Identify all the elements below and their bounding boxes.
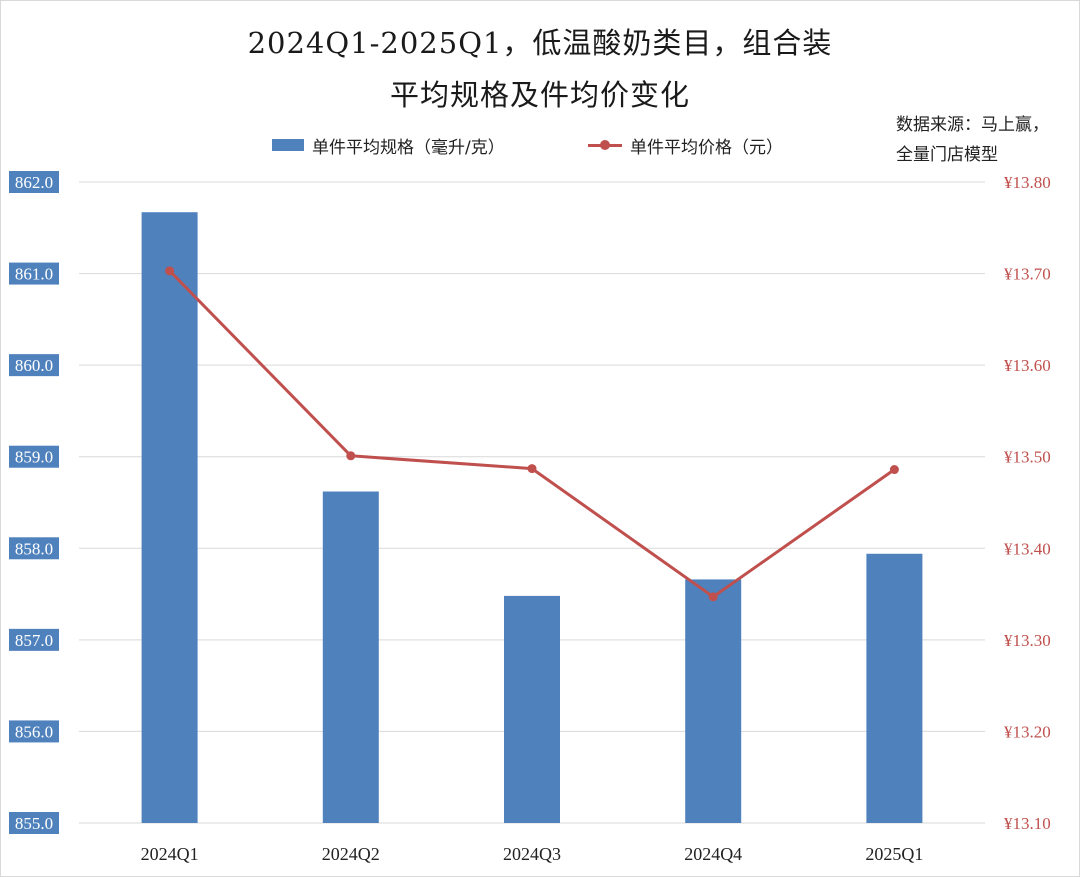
left-tick-label-bg [9,628,59,651]
legend-line-swatch [588,139,622,151]
x-axis-tick-label: 2024Q3 [503,844,561,864]
x-axis-tick-label: 2024Q4 [684,844,742,864]
left-tick-label-bg [9,171,59,193]
left-axis-tick-label: 862.0 [15,173,53,192]
left-axis-tick-label: 855.0 [15,814,53,833]
bar-2024Q1 [141,212,198,823]
right-axis-tick-label: ¥13.70 [1004,265,1051,284]
right-axis-tick-label: ¥13.40 [1004,539,1051,558]
right-axis-tick-label: ¥13.50 [1004,448,1051,467]
bar-2024Q3 [504,595,560,823]
x-axis-tick-label: 2025Q1 [865,844,923,864]
left-tick-label-bg [9,445,59,468]
left-axis-tick-label: 856.0 [15,722,53,741]
right-axis-tick-label: ¥13.20 [1004,722,1051,741]
x-axis-tick-label: 2024Q2 [322,844,380,864]
price-point-2024Q3 [527,464,537,474]
right-axis-tick-label: ¥13.60 [1004,356,1051,375]
price-point-2025Q1 [889,465,899,475]
legend-item-line-series: 单件平均价格（元） [588,132,783,158]
data-source-note: 数据来源：马上赢， 全量门店模型 [896,110,1049,170]
left-axis-tick-label: 858.0 [15,539,53,558]
bar-2024Q4 [685,579,742,823]
price-point-2024Q1 [165,266,175,276]
source-line-1: 数据来源：马上赢， [896,115,1049,135]
left-axis-tick-label: 859.0 [15,448,53,467]
x-axis-tick-label: 2024Q1 [141,844,199,864]
legend-line-label: 单件平均价格（元） [630,137,783,158]
left-tick-label-bg [9,537,59,560]
source-line-2: 全量门店模型 [896,145,998,165]
legend-bar-swatch [272,139,304,151]
left-tick-label-bg [9,262,59,285]
right-axis-tick-label: ¥13.30 [1004,631,1051,650]
left-axis-tick-label: 860.0 [15,356,53,375]
left-axis-tick-label: 857.0 [15,631,53,650]
price-point-2024Q2 [346,451,356,461]
right-axis-tick-label: ¥13.10 [1004,814,1051,833]
left-tick-label-bg [9,812,59,834]
chart-title-line2: 平均规格及件均价变化 [389,78,690,112]
price-point-2024Q4 [708,592,718,602]
legend-item-bar-series: 单件平均规格（毫升/克） [272,132,505,158]
bar-2024Q2 [322,491,379,823]
left-tick-label-bg [9,354,59,377]
bar-2025Q1 [866,553,923,823]
chart-title-line1: 2024Q1-2025Q1，低温酸奶类目，组合装 [247,26,833,60]
left-tick-label-bg [9,720,59,743]
right-axis-tick-label: ¥13.80 [1004,173,1051,192]
legend-bar-label: 单件平均规格（毫升/克） [312,137,505,158]
left-axis-tick-label: 861.0 [15,265,53,284]
